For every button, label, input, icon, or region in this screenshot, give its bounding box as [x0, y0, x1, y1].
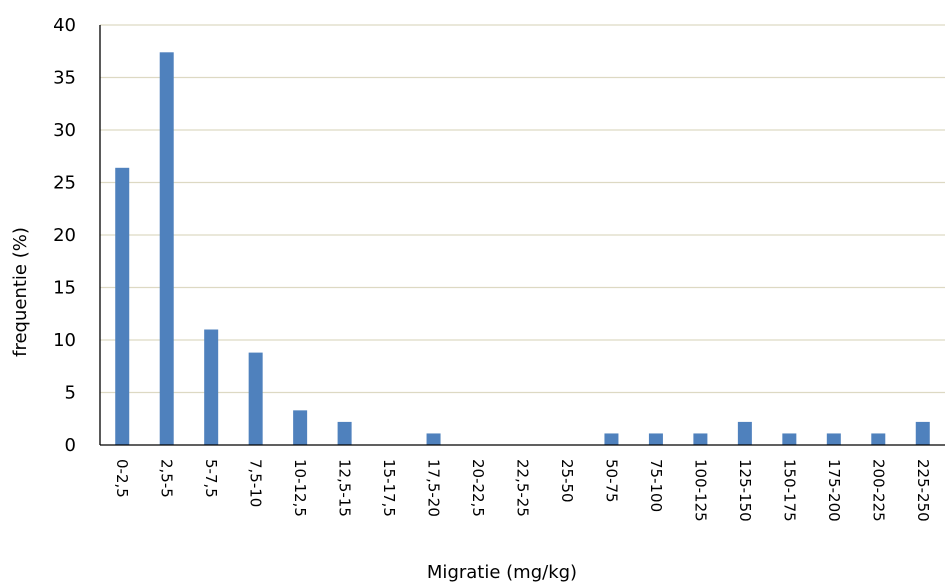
bar — [604, 433, 619, 445]
y-tick-label: 35 — [53, 68, 76, 89]
bar — [915, 421, 930, 445]
x-tick-label: 200-225 — [869, 459, 887, 522]
x-tick-label: 0-2,5 — [113, 459, 131, 498]
x-tick-label: 10-12,5 — [291, 459, 309, 517]
bar — [204, 329, 219, 445]
y-axis-title: frequentie (%) — [10, 227, 31, 357]
bar — [871, 433, 886, 445]
y-tick-label: 30 — [53, 120, 76, 141]
x-tick-label: 20-22,5 — [469, 459, 487, 517]
x-tick-label: 12,5-15 — [336, 459, 354, 517]
x-tick-label: 75-100 — [647, 459, 665, 512]
x-tick-label: 7,5-10 — [247, 459, 265, 507]
bar — [782, 433, 797, 445]
bar — [737, 421, 752, 445]
y-tick-label: 0 — [65, 435, 76, 456]
x-tick-label: 2,5-5 — [158, 459, 176, 498]
x-tick-label: 100-125 — [691, 459, 709, 522]
axes — [99, 25, 945, 446]
x-tick-label: 150-175 — [780, 459, 798, 522]
y-tick-label: 25 — [53, 173, 76, 194]
bar — [159, 52, 174, 446]
x-tick-label: 5-7,5 — [202, 459, 220, 498]
y-tick-label: 10 — [53, 330, 76, 351]
x-tick-label: 15-17,5 — [380, 459, 398, 517]
bar — [426, 433, 441, 445]
bar — [693, 433, 708, 445]
y-tick-label: 40 — [53, 15, 76, 36]
grid-lines — [100, 24, 945, 394]
bar — [115, 167, 130, 446]
bar — [248, 352, 263, 445]
x-tick-label: 25-50 — [558, 459, 576, 503]
x-tick-label: 17,5-20 — [425, 459, 443, 517]
bar — [293, 410, 308, 445]
x-tick-label: 225-250 — [914, 459, 932, 522]
x-tick-label: 125-150 — [736, 459, 754, 522]
bar — [826, 433, 841, 445]
x-tick-label: 50-75 — [602, 459, 620, 503]
bar — [337, 421, 352, 445]
x-axis-title: Migratie (mg/kg) — [427, 562, 577, 583]
bar — [648, 433, 663, 445]
x-tick-label: 22,5-25 — [514, 459, 532, 517]
bar-series — [115, 52, 930, 446]
y-tick-label: 15 — [53, 278, 76, 299]
y-tick-label: 5 — [65, 383, 76, 404]
x-tick-label: 175-200 — [825, 459, 843, 522]
y-axis-ticks: 0 5 10 15 20 25 30 35 40 — [53, 15, 76, 456]
y-tick-label: 20 — [53, 225, 76, 246]
x-axis-ticks: 0-2,5 2,5-5 5-7,5 7,5-10 10-12,5 12,5-15 15-17… — [113, 459, 932, 522]
